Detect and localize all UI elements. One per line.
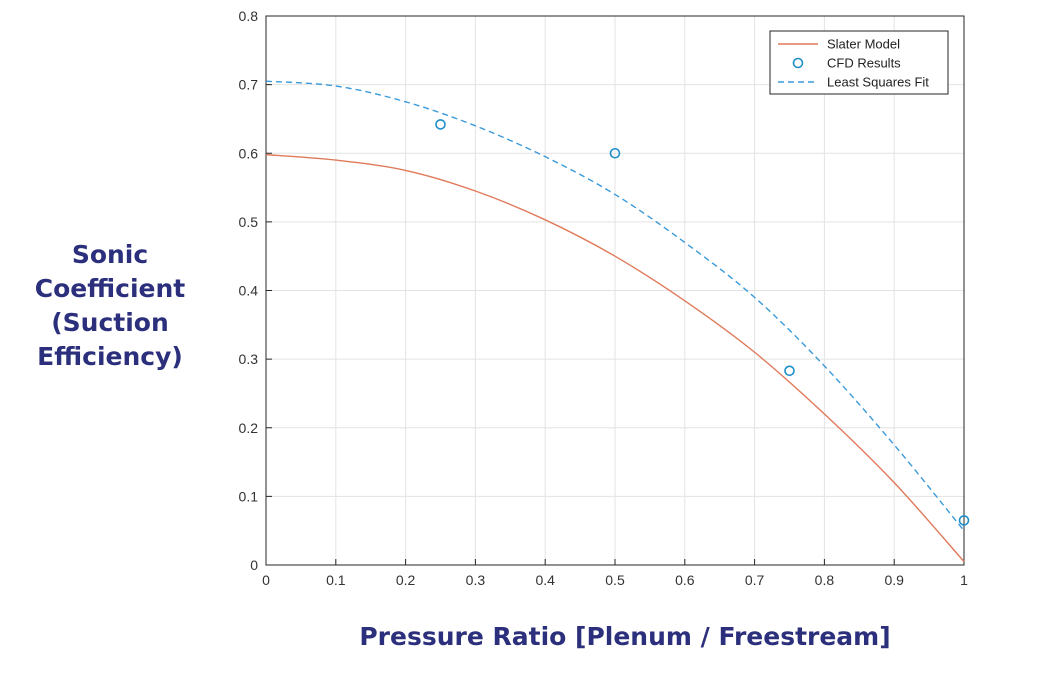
y-axis-label-line: Coefficient	[34, 274, 186, 303]
slater-model-line	[265, 153, 965, 563]
y-axis-label-line: Sonic	[71, 240, 149, 269]
y-axis-label-line: (Suction	[51, 308, 169, 337]
x-tick-label: 0.1	[326, 572, 346, 588]
grid-lines	[265, 15, 965, 566]
legend-label-slater-model: Slater Model	[827, 37, 900, 52]
y-tick-label: 0.6	[239, 145, 259, 161]
y-tick-label: 0	[250, 557, 258, 573]
y-tick-label: 0.2	[239, 420, 259, 436]
y-tick-label: 0.5	[239, 214, 259, 230]
least-squares-fit-line	[265, 80, 965, 532]
legend: Slater Model CFD Results Least Squares Fit	[769, 30, 949, 95]
cfd-results-point	[958, 515, 970, 526]
y-axis-ticks: 0 0.1 0.2 0.3 0.4 0.5 0.6 0.7 0.8	[239, 8, 272, 573]
x-tick-label: 0.6	[675, 572, 695, 588]
x-tick-label: 0.7	[745, 572, 765, 588]
y-axis-label-line: Efficiency)	[37, 342, 183, 371]
legend-swatch-cfd-results	[792, 57, 804, 69]
x-tick-label: 0.4	[535, 572, 555, 588]
y-tick-label: 0.4	[239, 283, 259, 299]
x-tick-label: 1	[960, 572, 968, 588]
x-tick-label: 0.8	[815, 572, 835, 588]
legend-label-least-squares-fit: Least Squares Fit	[827, 75, 929, 90]
legend-box	[769, 30, 949, 95]
x-tick-label: 0.3	[466, 572, 486, 588]
cfd-results-point	[609, 147, 621, 159]
x-tick-label: 0	[262, 572, 270, 588]
x-tick-label: 0.2	[396, 572, 416, 588]
y-tick-label: 0.7	[239, 77, 259, 93]
y-tick-label: 0.8	[239, 8, 259, 24]
y-tick-label: 0.3	[239, 351, 259, 367]
cfd-results-point	[784, 365, 795, 377]
y-tick-label: 0.1	[239, 488, 259, 504]
x-tick-label: 0.5	[605, 572, 625, 588]
cfd-results-point	[435, 119, 446, 130]
x-axis-label: Pressure Ratio [Plenum / Freestream]	[359, 622, 891, 651]
y-axis-label: Sonic Coefficient (Suction Efficiency)	[20, 238, 200, 374]
x-tick-label: 0.9	[884, 572, 904, 588]
legend-label-cfd-results: CFD Results	[827, 56, 901, 71]
x-axis-ticks: 0 0.1 0.2 0.3 0.4 0.5 0.6 0.7 0.8 0.9 1	[262, 559, 968, 588]
series-layer	[265, 80, 970, 563]
